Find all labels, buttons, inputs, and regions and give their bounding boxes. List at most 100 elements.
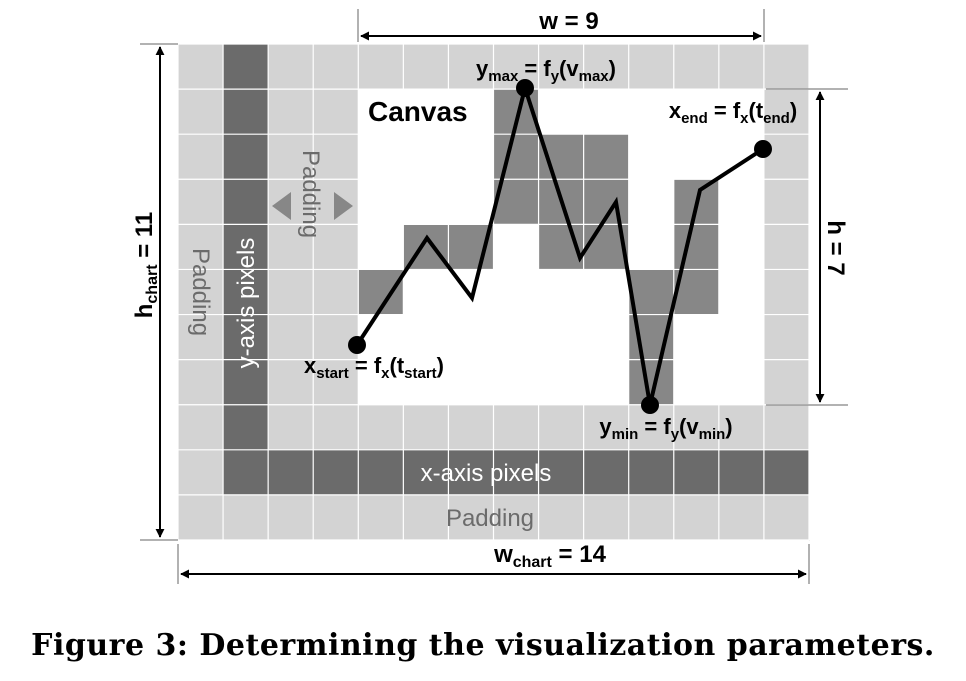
grid-cell xyxy=(538,269,585,316)
grid-cell xyxy=(313,134,359,180)
h-chart-dimension xyxy=(140,43,178,541)
grid-cell xyxy=(493,269,540,316)
grid-cell xyxy=(358,404,404,451)
grid-cell xyxy=(223,269,269,316)
grid-cell xyxy=(583,44,630,90)
grid-cell xyxy=(178,314,224,361)
grid-cell xyxy=(178,494,224,541)
grid-cell xyxy=(268,449,314,496)
grid-cell xyxy=(178,179,224,225)
padding-left-inner-label: Padding xyxy=(297,150,324,238)
grid-cell xyxy=(628,449,675,496)
grid-cell xyxy=(718,224,765,270)
grid-cell xyxy=(223,134,269,180)
grid-cell xyxy=(268,269,314,316)
grid-cell xyxy=(583,359,630,406)
figure-caption: Figure 3: Determining the visualization … xyxy=(31,628,935,663)
grid-cell xyxy=(673,224,720,270)
grid-cell xyxy=(583,449,630,496)
grid-cell xyxy=(358,89,404,135)
padding-bottom-label: Padding xyxy=(446,505,534,532)
grid-cell xyxy=(763,494,810,541)
y-max-formula: ymax = fy(vmax) xyxy=(476,56,616,85)
grid-cell xyxy=(673,44,720,90)
grid-cell xyxy=(223,44,269,90)
grid-cell xyxy=(763,224,810,270)
grid-cell xyxy=(448,89,494,135)
grid-cell xyxy=(538,449,585,496)
grid-cell xyxy=(403,404,449,451)
grid-cell xyxy=(403,449,449,496)
grid-cell xyxy=(493,404,540,451)
w-chart-dimension xyxy=(177,544,810,584)
grid-cell xyxy=(268,314,314,361)
grid-cell xyxy=(673,494,720,541)
grid-cell xyxy=(583,269,630,316)
grid-cell xyxy=(628,89,675,135)
h-label: h = 7 xyxy=(822,220,849,275)
canvas-title: Canvas xyxy=(368,96,468,127)
grid-cell xyxy=(763,134,810,180)
point-x-end xyxy=(754,140,772,158)
grid-cell xyxy=(313,269,359,316)
grid-cell xyxy=(448,404,494,451)
grid-cell xyxy=(673,449,720,496)
x-end-formula: xend = fx(tend) xyxy=(669,98,797,127)
y-axis-label: y-axis pixels xyxy=(233,238,260,369)
grid-cell xyxy=(223,179,269,225)
w-label: w = 9 xyxy=(538,8,598,35)
grid-cell xyxy=(763,269,810,316)
grid-cell xyxy=(178,359,224,406)
grid-cell xyxy=(763,89,810,135)
grid-cell xyxy=(178,224,224,270)
grid-cell xyxy=(583,314,630,361)
grid-cell xyxy=(313,449,359,496)
grid-cell xyxy=(538,359,585,406)
sparkline-path xyxy=(355,80,765,406)
grid-cell xyxy=(268,224,314,270)
grid-cell xyxy=(493,314,540,361)
grid-cell xyxy=(448,494,494,541)
grid-cell xyxy=(763,449,810,496)
grid-cell xyxy=(223,314,269,361)
grid-cell xyxy=(718,494,765,541)
grid-cell xyxy=(763,404,810,451)
grid-cell xyxy=(268,89,314,135)
point-y-max xyxy=(516,79,534,97)
grid-cell xyxy=(673,314,720,361)
padding-left-arrow-icon xyxy=(272,192,291,220)
grid-cell xyxy=(448,134,494,180)
grid-cell xyxy=(763,44,810,90)
grid-cell xyxy=(403,314,449,361)
grid-cell xyxy=(313,359,359,406)
point-y-min xyxy=(641,396,659,414)
grid-cell xyxy=(538,89,585,135)
grid-cell xyxy=(448,44,494,90)
grid-cell xyxy=(223,359,269,406)
grid-cell xyxy=(718,359,765,406)
grid-cell xyxy=(448,179,494,225)
padding-left-outer-label: Padding xyxy=(187,248,214,336)
grid-cell xyxy=(538,314,585,361)
grid-cell xyxy=(313,224,359,270)
grid-cell xyxy=(493,449,540,496)
grid-cell xyxy=(628,269,675,316)
grid-cell xyxy=(358,179,404,225)
grid-cell xyxy=(223,224,269,270)
y-min-formula: ymin = fy(vmin) xyxy=(599,414,732,443)
grid-cell xyxy=(628,179,675,225)
grid-cell xyxy=(358,494,404,541)
grid-cell xyxy=(313,494,359,541)
grid-cell xyxy=(718,314,765,361)
grid-cell xyxy=(403,179,449,225)
grid-cell xyxy=(493,494,540,541)
grid-cell xyxy=(673,404,720,451)
grid-cell xyxy=(178,269,224,316)
grid-cell xyxy=(268,359,314,406)
grid-cell xyxy=(583,134,630,180)
x-axis-label: x-axis pixels xyxy=(421,460,552,487)
grid-cell xyxy=(268,134,314,180)
grid-cell xyxy=(538,494,585,541)
grid-cell xyxy=(718,179,765,225)
